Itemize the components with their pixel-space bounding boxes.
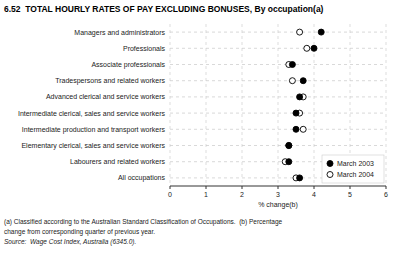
tick-label: 1 [204,191,208,198]
grid-line [170,24,171,186]
tick-label: 0 [168,191,172,198]
dot [297,175,303,181]
dot [304,45,310,51]
x-axis-label: % change(b) [258,201,298,209]
dot [289,78,295,84]
dot [293,126,299,132]
tick-mark [350,186,351,189]
category-label: All occupations [118,174,166,182]
dot [318,29,324,35]
grid-line [206,24,207,186]
dot [286,159,292,165]
footnote: (a) Classified according to the Australi… [4,218,283,226]
title: 6.52 TOTAL HOURLY RATES OF PAY EXCLUDING… [4,4,324,14]
category-label: Professionals [123,45,166,52]
marks [282,29,324,181]
row-grid-line [170,113,386,114]
tick-label: 2 [240,191,244,198]
tick-label: 4 [312,191,316,198]
tick-mark [386,186,387,189]
dot [297,94,303,100]
legend-box [322,155,384,183]
dot [293,110,299,116]
category-label: Tradespersons and related workers [55,77,165,85]
legend: March 2003 March 2004 [322,155,384,183]
category-label: Intermediate clerical, sales and service… [18,110,166,117]
legend-label: March 2004 [337,171,374,178]
category-label: Labourers and related workers [70,158,165,165]
grid [170,24,386,186]
dot [286,143,292,149]
tick-label: 5 [348,191,352,198]
tick-mark [206,186,207,189]
legend-label: March 2003 [337,160,374,167]
category-label: Intermediate production and transport wo… [22,126,166,134]
x-axis: 0 1 2 3 4 5 6 [168,186,388,198]
grid-line [242,24,243,186]
dot [300,126,306,132]
tick-label: 3 [276,191,280,198]
legend-marker [327,172,333,178]
category-label: Managers and administrators [74,29,165,37]
dot [311,45,317,51]
grid-line [278,24,279,186]
category-label: Elementary clerical, sales and service w… [21,142,165,150]
legend-marker [327,161,333,167]
tick-mark [242,186,243,189]
row-grid-line [170,64,386,65]
tick-mark [314,186,315,189]
category-label: Associate professionals [91,61,165,69]
dot [297,29,303,35]
dot [289,62,295,68]
footnote: Source: Wage Cost Index, Australia (6345… [4,238,136,246]
dot [286,143,292,149]
tick-mark [278,186,279,189]
chart: 6.52 TOTAL HOURLY RATES OF PAY EXCLUDING… [0,0,397,265]
tick-label: 6 [384,191,388,198]
category-label: Advanced clerical and service workers [46,93,166,100]
tick-mark [170,186,171,189]
footnote: change from corresponding quarter of pre… [4,228,155,236]
grid-line [386,24,387,186]
dot [300,78,306,84]
